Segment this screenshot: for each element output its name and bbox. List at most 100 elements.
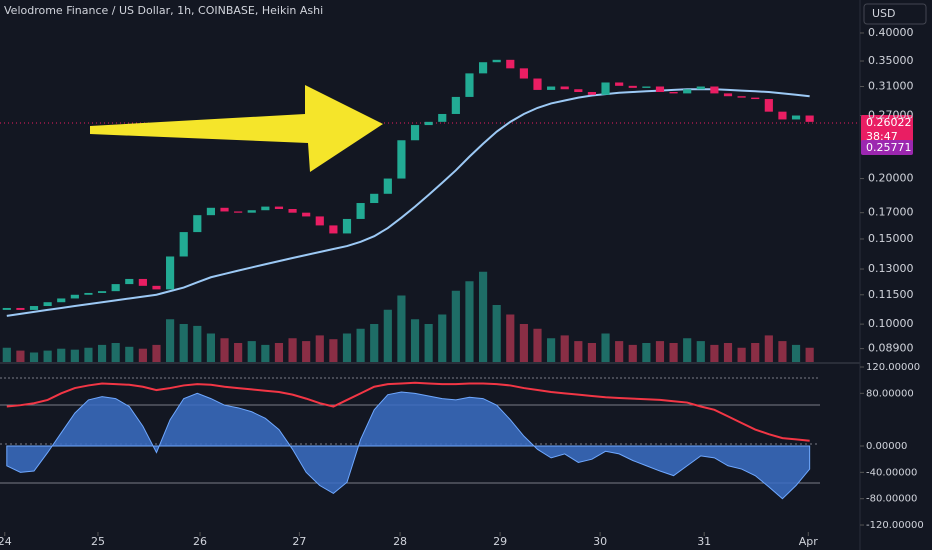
currency-box[interactable]	[863, 3, 927, 25]
x-tick-label: 25	[91, 535, 105, 548]
candle	[2, 307, 11, 310]
candle	[791, 115, 801, 120]
volume-bar	[274, 343, 284, 362]
candle	[628, 85, 637, 88]
candle	[247, 210, 256, 213]
volume-bar	[220, 338, 229, 362]
candle	[16, 307, 25, 310]
candle	[410, 125, 420, 141]
marks	[2, 32, 864, 536]
currency[interactable]: USD	[872, 7, 896, 20]
volume-bar	[723, 343, 733, 362]
candle	[193, 215, 202, 233]
candle	[179, 232, 188, 257]
volume-bar	[84, 347, 93, 362]
moving-average	[6, 88, 810, 317]
volume-bar	[642, 343, 651, 362]
volume-bar	[696, 341, 705, 362]
candle	[547, 86, 556, 90]
x-tick-label: 27	[292, 535, 306, 548]
volume-bar	[166, 319, 175, 362]
candle	[751, 97, 760, 100]
candle	[70, 294, 79, 299]
volume-bar	[179, 324, 188, 362]
candle	[383, 178, 392, 194]
signal-line	[6, 381, 810, 442]
volume-bar	[70, 349, 79, 362]
volume-bar	[587, 343, 597, 362]
candle	[737, 96, 746, 98]
volume-bar	[669, 343, 678, 362]
volume-bar	[710, 344, 719, 362]
y-tick-label: -80.00000	[866, 494, 917, 505]
volume-bar	[683, 338, 692, 362]
volume-bar	[97, 344, 107, 362]
candle	[43, 302, 52, 307]
volume-bar	[778, 341, 787, 362]
candle	[533, 78, 542, 90]
volume-bar	[737, 347, 746, 362]
volume-bar	[43, 350, 52, 362]
candle	[111, 284, 120, 292]
candle	[451, 96, 460, 114]
volume-bar	[302, 341, 311, 362]
y-tick-label: 0.27000	[868, 109, 914, 122]
volume-bar	[410, 319, 420, 362]
volume-bar	[329, 339, 338, 362]
candle	[29, 306, 39, 310]
y-tick-label: -40.00000	[866, 467, 917, 478]
candle	[315, 216, 324, 226]
volume-bar	[16, 350, 25, 362]
candle	[683, 89, 692, 94]
volume-bar	[492, 305, 501, 362]
candle	[438, 113, 447, 122]
volume-bar	[465, 281, 474, 362]
volume-bar	[478, 271, 488, 362]
y-tick-label: -120.00000	[866, 520, 924, 531]
y-tick-label: 80.00000	[866, 388, 914, 399]
volume-bar	[519, 324, 528, 362]
candle	[166, 256, 175, 290]
candle	[302, 212, 311, 217]
price-tag-label: 0.26022	[866, 116, 912, 129]
volume-bar	[533, 328, 542, 362]
volume-bar	[438, 314, 447, 362]
volume-bar	[383, 309, 392, 362]
y-tick-label: 0.17000	[868, 206, 914, 219]
candle	[424, 121, 433, 126]
volume-bar	[751, 343, 760, 362]
candle	[274, 206, 284, 210]
y-tick-label: 0.11500	[868, 288, 914, 301]
candle	[601, 82, 610, 95]
candle	[492, 59, 501, 63]
y-tick-label: 0.40000	[868, 26, 914, 39]
volume-bar	[424, 324, 433, 362]
volume-bar	[234, 343, 243, 362]
candle	[805, 115, 814, 122]
volume-bar	[125, 346, 134, 362]
countdown: 38:47	[866, 130, 898, 143]
candle	[560, 86, 569, 90]
y-tick-label: 0.20000	[868, 172, 914, 185]
volume-bar	[315, 335, 324, 362]
arrow	[90, 85, 383, 172]
candle	[329, 225, 338, 234]
x-tick-label: 28	[393, 535, 407, 548]
candle	[342, 218, 352, 234]
y-tick-label: 0.35000	[868, 54, 914, 67]
candle	[261, 206, 270, 211]
candle	[234, 211, 243, 213]
volume-bar	[628, 344, 637, 362]
candle	[125, 278, 134, 285]
candle	[764, 99, 773, 112]
candle	[574, 89, 583, 92]
volume-bar	[560, 335, 569, 362]
volume-bar	[601, 333, 610, 362]
candle	[642, 86, 651, 88]
y-tick-label: 0.31000	[868, 80, 914, 93]
volume-bar	[193, 325, 202, 362]
y-tick-label: 0.08900	[868, 342, 914, 355]
candle	[506, 59, 515, 69]
candle	[206, 207, 215, 216]
candle	[356, 203, 365, 219]
